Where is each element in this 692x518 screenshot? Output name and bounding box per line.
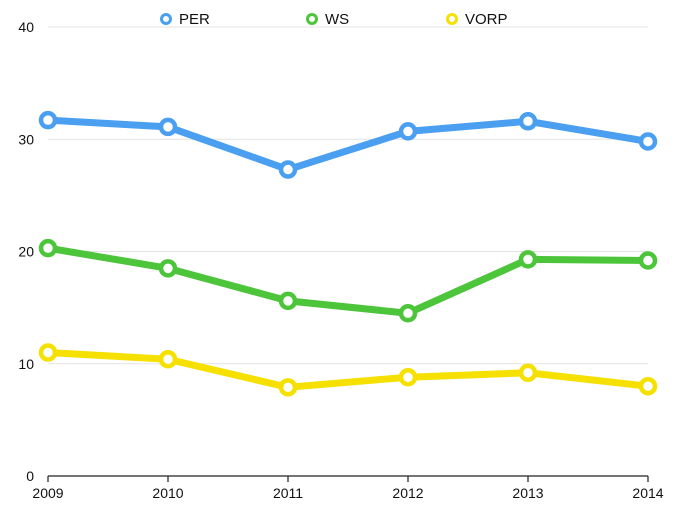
legend-marker-icon — [160, 13, 172, 25]
legend-item-per[interactable]: PER — [160, 11, 211, 28]
legend-marker-icon — [306, 13, 318, 25]
x-tick-label: 2010 — [152, 485, 183, 501]
data-point-ws[interactable] — [518, 250, 538, 269]
series-layer — [38, 110, 658, 397]
y-tick-label: 0 — [26, 468, 34, 484]
data-point-ws[interactable] — [278, 291, 298, 311]
series-ws — [38, 238, 658, 323]
series-vorp — [38, 343, 658, 397]
series-line-ws — [44, 244, 652, 317]
data-point-per[interactable] — [158, 117, 178, 137]
series-per — [38, 110, 658, 179]
data-point-per[interactable] — [398, 122, 418, 141]
data-point-vorp[interactable] — [398, 367, 418, 387]
y-tick-label: 30 — [18, 131, 34, 147]
legend: PER WS VORP — [160, 11, 508, 28]
data-point-ws[interactable] — [158, 259, 178, 278]
data-point-per[interactable] — [518, 112, 538, 131]
x-tick-label: 2012 — [392, 485, 423, 501]
y-tick-label: 10 — [18, 356, 34, 372]
legend-label: PER — [179, 11, 210, 28]
series-line-vorp — [44, 349, 652, 391]
data-point-ws[interactable] — [398, 303, 418, 323]
legend-item-ws[interactable]: WS — [306, 11, 350, 28]
data-point-per[interactable] — [38, 110, 58, 130]
data-point-per[interactable] — [278, 160, 298, 179]
data-point-vorp[interactable] — [278, 378, 298, 397]
x-tick-label: 2013 — [512, 485, 543, 501]
data-point-vorp[interactable] — [638, 376, 658, 396]
x-tick-label: 2014 — [632, 485, 663, 501]
data-point-vorp[interactable] — [518, 363, 538, 382]
data-point-per[interactable] — [638, 132, 658, 151]
x-tick-label: 2009 — [32, 485, 63, 501]
y-tick-label: 20 — [18, 244, 34, 260]
data-point-vorp[interactable] — [38, 343, 58, 362]
data-point-ws[interactable] — [38, 238, 58, 258]
grid — [48, 26, 648, 365]
legend-label: WS — [325, 11, 349, 28]
axes: 0 10 20 30 40 2009 2010 2011 2012 2013 2014 — [18, 19, 663, 501]
series-line-per — [44, 116, 652, 174]
legend-label: VORP — [465, 11, 508, 28]
data-point-vorp[interactable] — [158, 350, 178, 369]
y-tick-label: 40 — [18, 19, 34, 35]
data-point-ws[interactable] — [638, 251, 658, 270]
x-tick-label: 2011 — [273, 485, 303, 501]
legend-item-vorp[interactable]: VORP — [446, 11, 508, 28]
legend-marker-icon — [446, 13, 458, 25]
